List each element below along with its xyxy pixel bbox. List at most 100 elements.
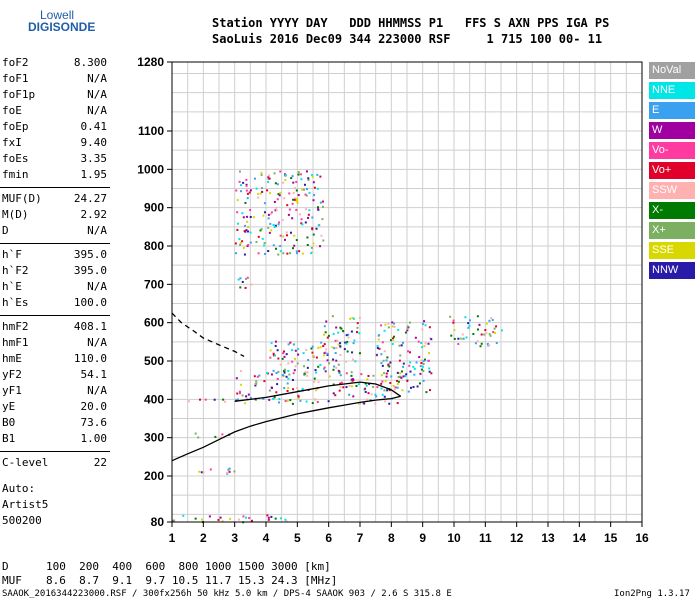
echo-point	[250, 189, 252, 191]
echo-point	[422, 366, 424, 368]
echo-point	[304, 184, 306, 186]
echo-point	[467, 322, 469, 324]
echo-point	[421, 328, 423, 330]
echo-point	[429, 389, 431, 391]
echo-point	[308, 214, 310, 216]
echo-point	[274, 172, 276, 174]
echo-point	[296, 200, 298, 202]
echo-point	[320, 202, 322, 204]
echo-point	[428, 343, 430, 345]
echo-point	[248, 517, 250, 519]
echo-point	[319, 364, 321, 366]
legend-item: NNE	[649, 82, 695, 99]
echo-point	[406, 380, 408, 382]
echo-point	[188, 400, 190, 402]
echo-point	[425, 342, 427, 344]
echo-point	[429, 371, 431, 373]
echo-point	[495, 325, 497, 327]
echo-point	[307, 359, 309, 361]
echo-point	[273, 244, 275, 246]
echo-point	[475, 342, 477, 344]
echo-point	[295, 350, 297, 352]
echo-point	[296, 239, 298, 241]
footer-version: Ion2Png 1.3.17	[614, 589, 690, 599]
echo-point	[306, 375, 308, 377]
echo-point	[264, 211, 266, 213]
echo-point	[382, 394, 384, 396]
y-tick-label: 600	[144, 316, 164, 330]
echo-point	[306, 170, 308, 172]
echo-point	[280, 517, 282, 519]
echo-point	[409, 322, 411, 324]
echo-point	[402, 366, 404, 368]
echo-point	[244, 230, 246, 232]
echo-point	[274, 226, 276, 228]
echo-point	[352, 359, 354, 361]
echo-point	[317, 381, 319, 383]
echo-point	[429, 326, 431, 328]
echo-point	[421, 346, 423, 348]
echo-point	[303, 189, 305, 191]
echo-point	[278, 398, 280, 400]
legend-item: NNW	[649, 262, 695, 279]
echo-point	[295, 209, 297, 211]
echo-point	[319, 176, 321, 178]
echo-point	[271, 387, 273, 389]
echo-point	[317, 188, 319, 190]
echo-point	[280, 250, 282, 252]
echo-point	[321, 218, 323, 220]
echo-point	[250, 216, 252, 218]
echo-point	[240, 370, 242, 372]
echo-point	[277, 358, 279, 360]
x-tick-label: 5	[294, 531, 301, 545]
echo-point	[276, 372, 278, 374]
echo-point	[317, 347, 319, 349]
echo-point	[273, 353, 275, 355]
echo-point	[365, 391, 367, 393]
profile-line	[172, 396, 401, 460]
echo-point	[242, 394, 244, 396]
echo-point	[220, 517, 222, 519]
echo-point	[407, 326, 409, 328]
echo-point	[371, 393, 373, 395]
echo-point	[327, 337, 329, 339]
echo-point	[239, 171, 241, 173]
echo-point	[307, 177, 309, 179]
echo-point	[332, 359, 334, 361]
echo-point	[428, 360, 430, 362]
legend-item: Vo-	[649, 142, 695, 159]
footer-muf-label: MUF	[2, 574, 22, 587]
echo-point	[205, 399, 207, 401]
echo-point	[243, 216, 245, 218]
echo-point	[284, 239, 286, 241]
echo-point	[247, 244, 249, 246]
echo-point	[271, 373, 273, 375]
echo-point	[501, 329, 503, 331]
legend-item: W	[649, 122, 695, 139]
x-tick-label: 12	[510, 531, 524, 545]
echo-point	[391, 321, 393, 323]
echo-point	[338, 370, 340, 372]
echo-point	[384, 324, 386, 326]
echo-point	[340, 374, 342, 376]
echo-point	[289, 342, 291, 344]
echo-point	[352, 395, 354, 397]
echo-point	[269, 192, 271, 194]
echo-point	[367, 375, 369, 377]
echo-point	[264, 202, 266, 204]
echo-point	[349, 318, 351, 320]
echo-point	[274, 355, 276, 357]
echo-point	[483, 334, 485, 336]
echo-point	[404, 375, 406, 377]
echo-point	[465, 336, 467, 338]
echo-point	[282, 374, 284, 376]
echo-point	[311, 228, 313, 230]
echo-point	[238, 279, 240, 281]
echo-point	[287, 362, 289, 364]
echo-point	[492, 331, 494, 333]
echo-point	[307, 244, 309, 246]
echo-point	[294, 358, 296, 360]
echo-point	[325, 320, 327, 322]
echo-point	[229, 518, 231, 520]
echo-point	[335, 367, 337, 369]
